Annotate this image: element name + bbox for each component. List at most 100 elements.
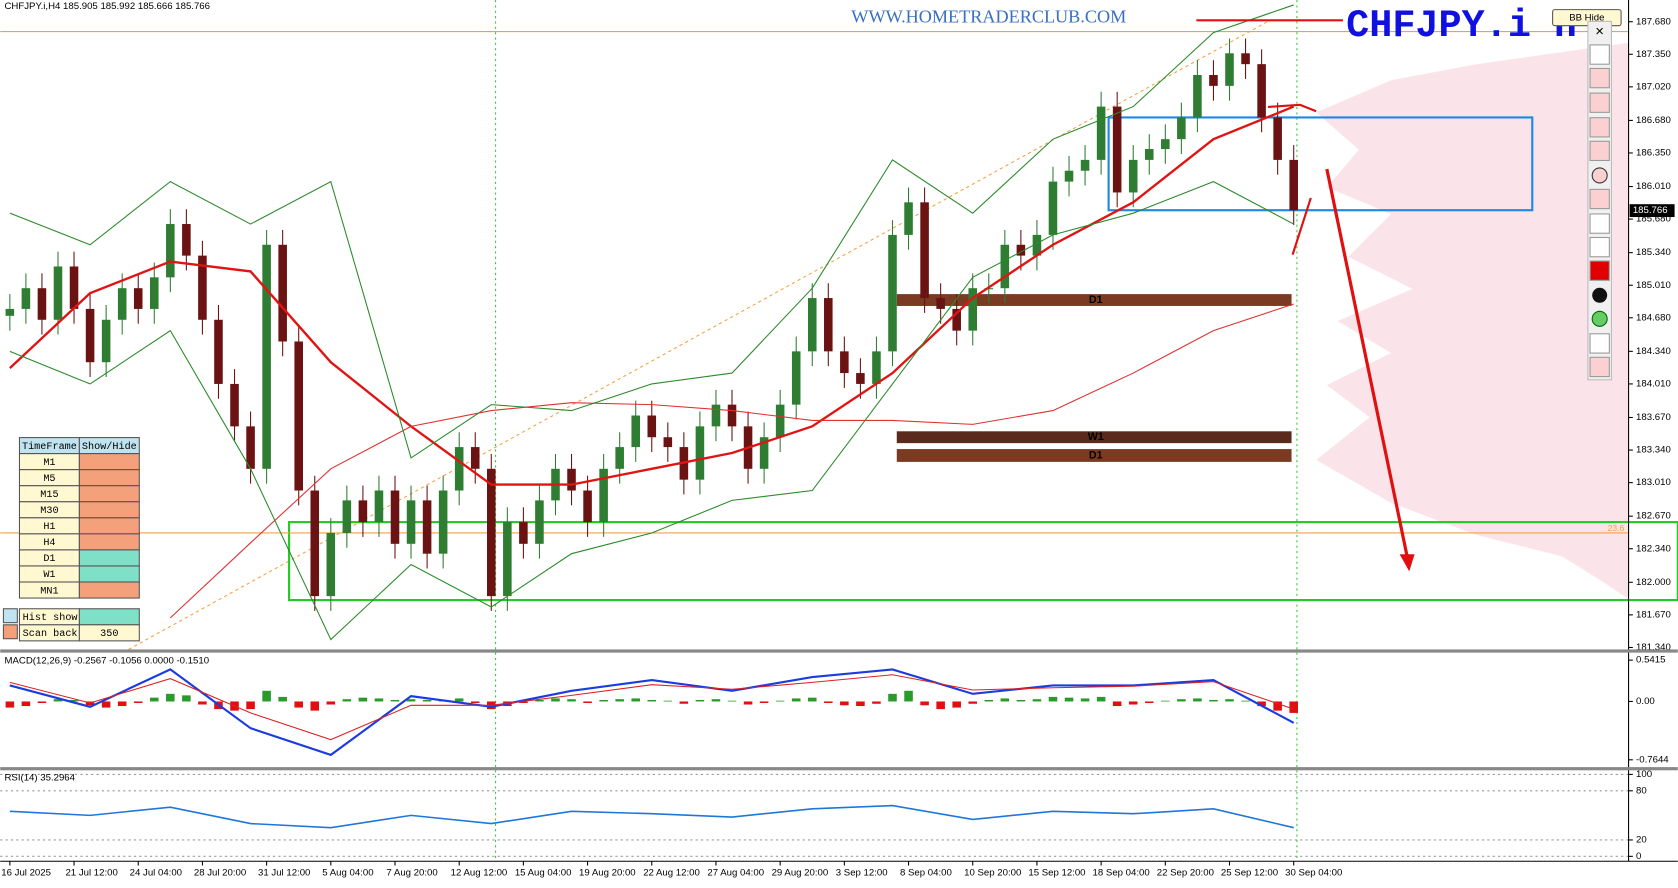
toolbar: × [1587,20,1612,381]
candle-body [567,468,576,491]
y-tick-label: 185.340 [1636,247,1671,258]
channel-tool[interactable] [1589,92,1610,113]
cursor-tool[interactable] [1589,44,1610,65]
tf-label: M30 [40,506,58,517]
watermark: WWW.HOMETRADERCLUB.COM [851,6,1126,26]
candle-body [1096,106,1106,160]
hist-toggle[interactable] [78,608,140,626]
histogram-bar [149,697,159,702]
candle-body [807,298,817,352]
candle-body [1193,75,1202,118]
width-tool[interactable] [1592,287,1608,303]
hist-label: Hist show [23,612,78,624]
indicator-line [9,181,1294,641]
histogram-bar [390,699,400,702]
label-tool[interactable] [1589,213,1610,234]
indicator-line [9,804,1294,829]
y-tick-label: 100 [1636,769,1652,780]
delete-tool[interactable] [1589,236,1610,258]
histogram-bar [1177,699,1186,702]
x-tick-label: 10 Sep 20:00 [964,868,1021,879]
tf-toggle[interactable] [78,469,140,487]
candle-body [454,447,464,491]
candle-body [294,341,303,491]
histogram-bar [920,701,929,706]
table-header: Show/Hide [82,441,137,453]
candle-body [615,447,624,469]
candle-body [487,468,496,597]
candle-body [214,319,223,384]
y-tick-label: -0.7644 [1636,754,1669,765]
y-tick-label: 20 [1636,834,1647,845]
scan-icon[interactable] [2,624,18,640]
x-tick-label: 22 Aug 12:00 [643,868,700,879]
histogram-bar [936,701,945,710]
histogram-bar [1112,701,1122,707]
histogram-bar [647,699,657,702]
candle-body [1064,170,1074,182]
histogram-bar [1241,700,1250,702]
histogram-bar [840,701,849,706]
histogram-bar [1080,698,1090,702]
rectangle-tool[interactable] [1589,140,1610,162]
y-tick-label: 187.350 [1636,49,1671,60]
tf-toggle[interactable] [78,549,140,567]
symbol-header: CHFJPY.i,H4 185.905 185.992 185.666 185.… [4,1,210,12]
y-tick-label: 0.5415 [1636,655,1665,666]
arrow [1325,168,1409,557]
x-tick-label: 8 Sep 04:00 [900,868,952,879]
tf-toggle[interactable] [78,485,140,503]
candle-body [1080,159,1090,171]
y-tick-label: 186.010 [1636,181,1671,192]
screenshot-tool[interactable] [1589,333,1610,354]
arrow-tool[interactable] [1589,117,1610,138]
histogram-bar [470,701,480,703]
histogram-bar [631,698,641,702]
histogram-bar [1273,701,1282,711]
tf-toggle[interactable] [78,581,140,599]
histogram-bar [454,698,464,702]
ellipse-tool[interactable] [1591,167,1608,184]
x-tick-label: 21 Jul 12:00 [65,868,117,879]
line-tool[interactable] [1589,67,1610,89]
candle-body [278,244,287,342]
histogram-bar [1209,699,1218,702]
histogram-bar [583,701,592,703]
hist-icon[interactable] [2,608,18,624]
histogram-bar [1225,699,1234,702]
y-tick-label: 186.350 [1636,148,1671,159]
candle-body [647,415,657,438]
color-tool[interactable] [1589,260,1610,281]
symbol-banner: CHFJPY.i H [1346,4,1577,48]
tf-toggle[interactable] [78,533,140,551]
price-tag-label: 185.766 [1633,205,1668,216]
candle-body [519,522,528,544]
x-tick-label: 27 Aug 04:00 [707,868,764,879]
text-tool[interactable] [1589,188,1610,210]
tf-toggle[interactable] [78,453,140,471]
button-label[interactable]: BB Hide [1569,13,1604,24]
histogram-bar [1193,698,1202,702]
indicator-line [9,674,1294,741]
tf-toggle[interactable] [78,517,140,535]
histogram-bar [262,690,271,702]
tf-toggle[interactable] [78,501,140,519]
tf-label: H4 [43,538,55,549]
histogram-bar [856,701,865,707]
cut-tool[interactable] [1589,356,1610,378]
scan-input[interactable] [78,624,140,642]
histogram-bar [535,699,544,702]
histogram-bar [101,701,111,708]
close-icon[interactable]: × [1595,23,1604,40]
x-tick-label: 24 Jul 04:00 [130,868,182,879]
histogram-bar [1161,700,1170,702]
tf-toggle[interactable] [78,565,140,583]
y-tick-label: 186.680 [1636,115,1671,126]
histogram-bar [294,701,303,708]
clock-tool[interactable] [1591,310,1608,327]
y-tick-label: 183.670 [1636,412,1671,423]
level-label: D1 [1089,294,1103,306]
x-tick-label: 19 Aug 20:00 [579,868,636,879]
histogram-bar [727,700,737,702]
